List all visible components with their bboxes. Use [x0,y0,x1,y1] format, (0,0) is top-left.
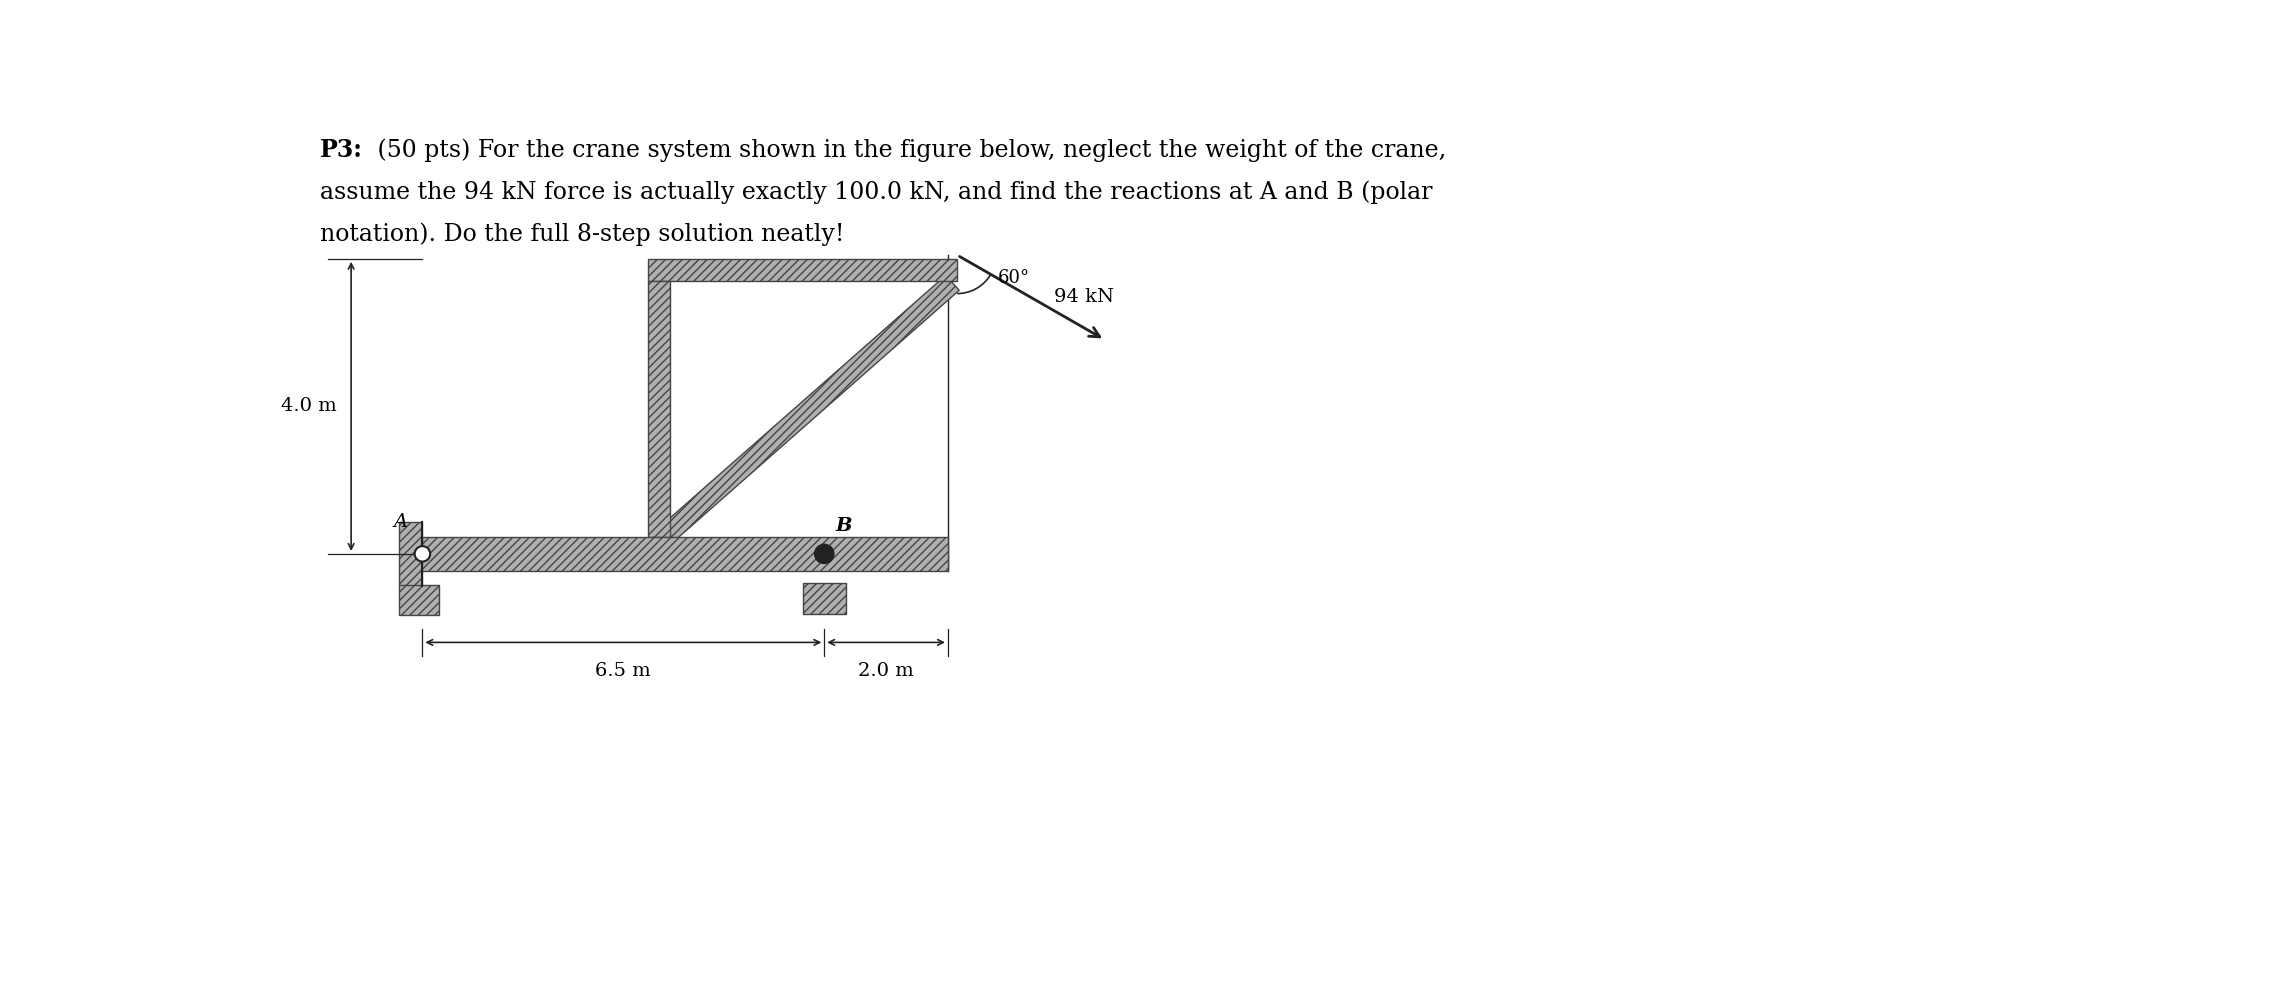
Bar [422,537,947,571]
Text: assume the 94 kN force is actually exactly 100.0 kN, and find the reactions at A: assume the 94 kN force is actually exact… [319,180,1433,204]
Text: (50 pts) For the crane system shown in the figure below, neglect the weight of t: (50 pts) For the crane system shown in t… [370,138,1447,161]
Bar [648,259,956,280]
Polygon shape [662,275,958,541]
Text: 2.0 m: 2.0 m [858,661,913,680]
Circle shape [415,546,431,561]
Text: A: A [395,513,408,531]
Bar [399,585,440,616]
Text: P3:: P3: [319,138,363,162]
Bar [399,522,422,586]
Bar [648,280,669,537]
Text: B: B [835,517,851,535]
Text: 94 kN: 94 kN [1054,288,1114,307]
Text: 4.0 m: 4.0 m [281,397,335,416]
Text: 6.5 m: 6.5 m [596,661,650,680]
Text: 60°: 60° [997,269,1029,287]
Bar [803,583,847,614]
Text: notation). Do the full 8-step solution neatly!: notation). Do the full 8-step solution n… [319,223,844,247]
Circle shape [815,544,833,563]
